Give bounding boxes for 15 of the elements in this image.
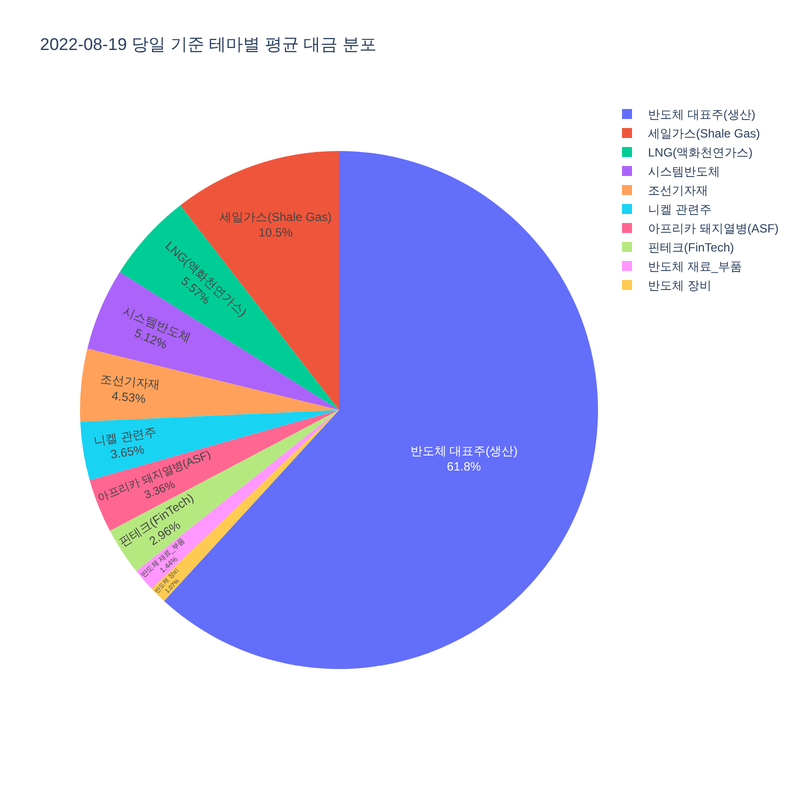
legend-label: 반도체 대표주(생산): [648, 108, 756, 122]
legend-label: LNG(액화천연가스): [648, 146, 753, 160]
legend-label: 핀테크(FinTech): [648, 240, 734, 254]
legend-label: 세일가스(Shale Gas): [648, 126, 760, 140]
title: 2022-08-19 당일 기준 테마별 평균 대금 분포: [40, 35, 376, 54]
slice-label: 니켈 관련주 3.65%: [92, 424, 158, 462]
legend-label: 아프리카 돼지열병(ASF): [648, 222, 779, 236]
slice-label: 반도체 대표주(생산) 61.8%: [410, 444, 518, 474]
legend-label: 시스템반도체: [648, 164, 720, 178]
legend-label: 니켈 관련주: [648, 202, 712, 216]
slice-label: 세일가스(Shale Gas) 10.5%: [220, 210, 332, 240]
legend-label: 반도체 재료_부품: [648, 260, 742, 274]
legend-label: 조선기자재: [648, 184, 708, 198]
legend-label: 반도체 장비: [648, 278, 712, 292]
slice-label: 조선기자재 4.53%: [100, 372, 161, 406]
